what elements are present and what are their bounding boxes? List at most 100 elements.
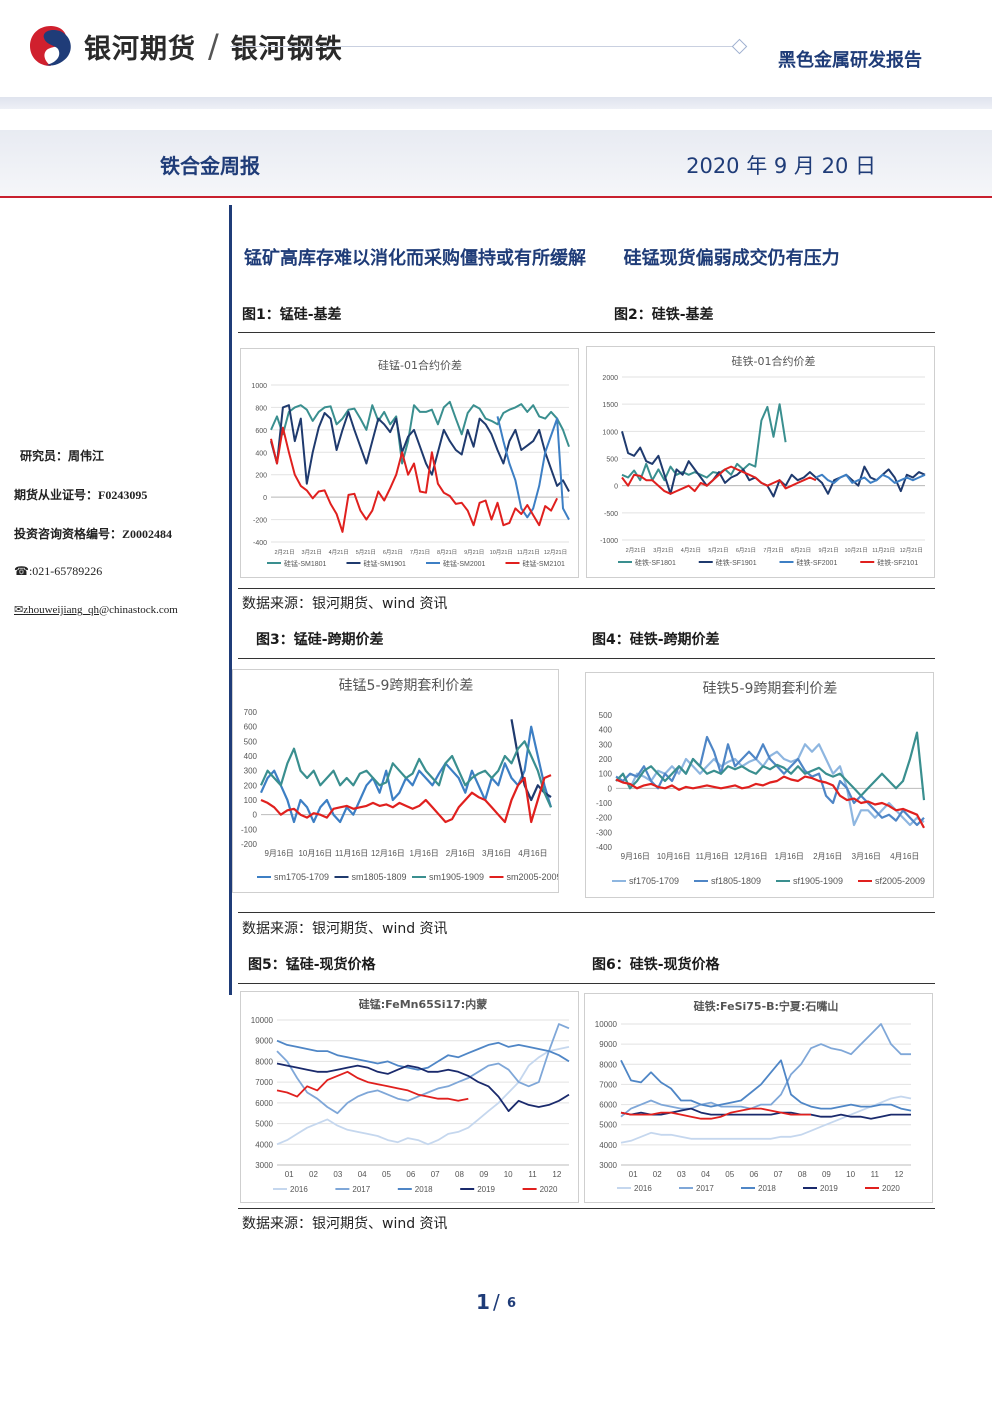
legend-label: sf2005-2009 — [875, 876, 925, 886]
x-tick-label: 01 — [629, 1170, 638, 1179]
y-tick-label: 300 — [599, 740, 613, 749]
y-tick-label: 10000 — [251, 1016, 274, 1025]
x-tick-label: 09 — [822, 1170, 831, 1179]
x-tick-label: 4月21日 — [329, 549, 349, 556]
source-note: 数据来源：银河期货、wind 资讯 — [242, 596, 448, 612]
x-tick-label: 03 — [677, 1170, 686, 1179]
legend-label: sm1905-1909 — [429, 872, 484, 882]
chart-sm-basis: 硅锰-01合约价差 1000 800 600 400 200 0 -200 -400 2月21日 3… — [240, 348, 579, 578]
legend-label: 硅铁-SF1901 — [716, 558, 757, 567]
series-line — [620, 1023, 911, 1118]
header-band — [0, 97, 992, 109]
y-tick-label: 3000 — [255, 1161, 273, 1170]
y-tick-label: 500 — [244, 737, 258, 746]
x-tick-label: 11 — [528, 1170, 537, 1179]
y-tick-label: 400 — [244, 752, 258, 761]
legend-label: sf1805-1809 — [711, 876, 761, 886]
y-tick-label: 200 — [244, 781, 258, 790]
header-red-rule — [0, 196, 992, 198]
analyst-license: 期货从业证号：F0243095 — [14, 488, 148, 502]
y-tick-label: 9000 — [599, 1040, 617, 1049]
legend-label: 2017 — [352, 1185, 370, 1194]
y-tick-label: 0 — [253, 811, 258, 820]
y-tick-label: -100 — [596, 799, 613, 808]
y-tick-label: -300 — [596, 828, 613, 837]
x-tick-label: 10月16日 — [298, 849, 332, 858]
series-line — [615, 743, 925, 827]
y-tick-label: 8000 — [599, 1060, 617, 1069]
x-tick-label: 2月21日 — [274, 549, 294, 556]
page-slash: / — [493, 1290, 500, 1314]
y-tick-label: 500 — [606, 457, 618, 464]
figure-1-title: 图1：锰硅-基差 — [242, 307, 342, 323]
left-divider — [229, 205, 232, 995]
email-user: ✉zhouweijiang_qh — [14, 604, 99, 616]
series-line — [615, 735, 925, 827]
y-tick-label: -500 — [604, 511, 618, 518]
page-current: 1 — [476, 1290, 490, 1314]
x-tick-label: 4月16日 — [890, 852, 919, 861]
figure-rule — [238, 658, 935, 659]
email-domain: @chinastock.com — [98, 604, 178, 616]
y-tick-label: -1000 — [600, 538, 618, 545]
x-tick-label: 3月21日 — [653, 547, 673, 554]
x-tick-label: 12月21日 — [544, 549, 567, 556]
headline: 锰矿高库存难以消化而采购僵持或有所缓解 硅锰现货偏弱成交仍有压力 — [244, 248, 840, 269]
x-tick-label: 06 — [749, 1170, 758, 1179]
y-tick-label: 3000 — [599, 1161, 617, 1170]
x-tick-label: 9月21日 — [464, 549, 484, 556]
x-tick-label: 06 — [406, 1170, 415, 1179]
x-tick-label: 10月16日 — [657, 852, 691, 861]
y-tick-label: 10000 — [595, 1020, 618, 1029]
y-tick-label: -400 — [596, 843, 613, 852]
x-tick-label: 8月21日 — [791, 547, 811, 554]
series-line — [276, 1062, 570, 1112]
y-tick-label: 0 — [263, 495, 267, 502]
x-tick-label: 04 — [358, 1170, 367, 1179]
x-tick-label: 1月16日 — [409, 849, 438, 858]
chart-sm-spread: 硅锰5-9跨期套利价差 700 600 500 400 300 200 100 0 -100 -20… — [232, 669, 559, 893]
series-line — [620, 1059, 912, 1112]
figure-rule — [238, 1208, 935, 1209]
legend-label: sf1905-1909 — [793, 876, 843, 886]
chart-sf-basis: 硅铁-01合约价差 2000 1500 1000 500 0 -500 -1000 2月21日 3… — [586, 346, 935, 578]
analyst-email[interactable]: ✉zhouweijiang_qh@chinastock.com — [14, 603, 178, 616]
y-tick-label: 8000 — [255, 1057, 273, 1066]
x-tick-label: 9月21日 — [818, 547, 838, 554]
x-tick-label: 6月21日 — [736, 547, 756, 554]
x-tick-label: 2月21日 — [626, 547, 646, 554]
series-line — [615, 775, 925, 829]
x-tick-label: 9月16日 — [264, 849, 293, 858]
series-line — [276, 1046, 570, 1146]
report-type: 黑色金属研发报告 — [778, 50, 922, 71]
x-tick-label: 03 — [333, 1170, 342, 1179]
y-tick-label: -200 — [596, 814, 613, 823]
header-deco-line — [230, 46, 740, 47]
x-tick-label: 5月21日 — [356, 549, 376, 556]
chart-title: 硅铁-01合约价差 — [732, 354, 816, 368]
figure-3-title: 图3：锰硅-跨期价差 — [256, 632, 384, 648]
x-tick-label: 08 — [455, 1170, 464, 1179]
y-tick-label: 100 — [244, 796, 258, 805]
x-tick-label: 07 — [431, 1170, 440, 1179]
x-tick-label: 02 — [309, 1170, 318, 1179]
legend-label: 硅铁-SF1801 — [635, 558, 676, 567]
x-tick-label: 09 — [479, 1170, 488, 1179]
y-tick-label: 4000 — [255, 1140, 273, 1149]
series-line — [260, 774, 552, 824]
x-tick-label: 11月21日 — [872, 547, 895, 554]
figure-rule — [238, 588, 935, 589]
chart-title: 硅锰:FeMn65Si17:内蒙 — [359, 997, 487, 1011]
legend-label: sm1805-1809 — [352, 872, 407, 882]
x-tick-label: 02 — [653, 1170, 662, 1179]
figure-rule — [238, 912, 935, 913]
legend-label: 2019 — [820, 1184, 838, 1193]
y-tick-label: 4000 — [599, 1141, 617, 1150]
series-line — [276, 1023, 570, 1115]
x-tick-label: 12 — [894, 1170, 903, 1179]
y-tick-label: 5000 — [255, 1120, 273, 1129]
x-tick-label: 3月16日 — [852, 852, 881, 861]
series-line — [621, 465, 817, 495]
legend-label: 硅锰-SM1901 — [364, 559, 407, 568]
series-line — [276, 1039, 570, 1071]
